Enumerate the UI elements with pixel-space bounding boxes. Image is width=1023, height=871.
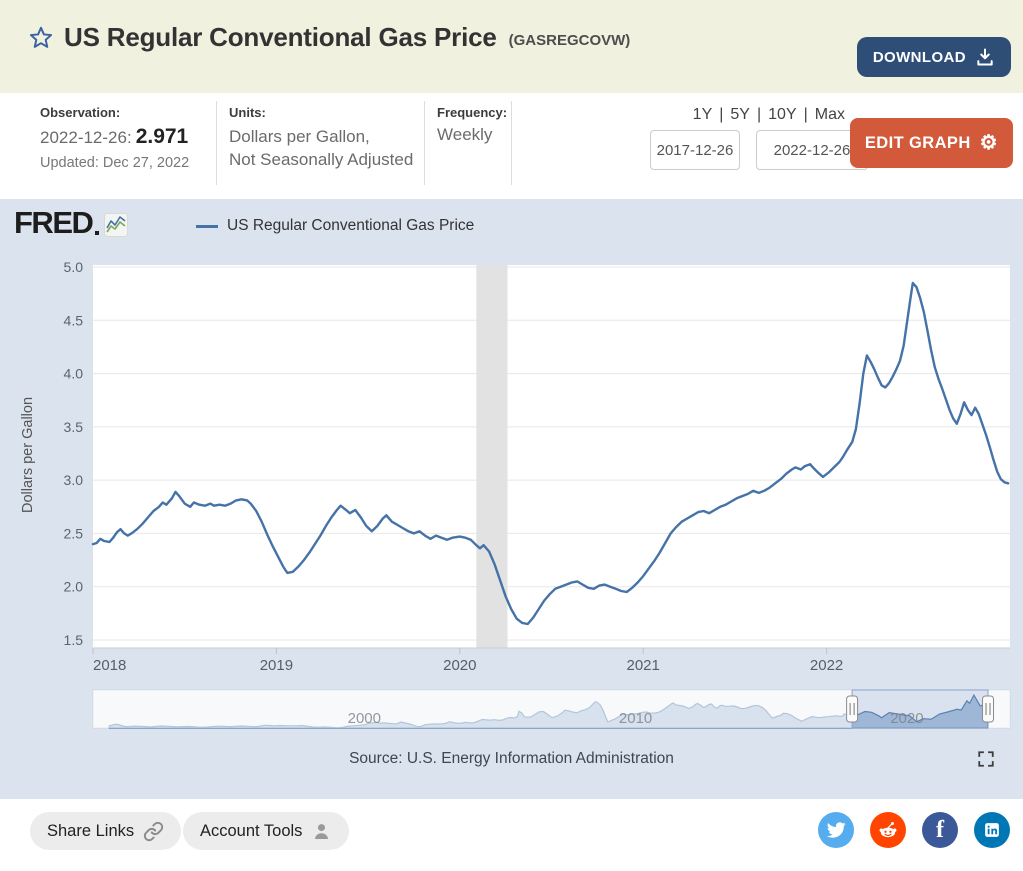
y-axis-tick-label: 3.5 (64, 419, 84, 435)
observation-date: 2022-12-26: (40, 128, 132, 147)
fred-logo-text: FRED (14, 205, 94, 240)
edit-graph-label: EDIT GRAPH (864, 133, 971, 152)
x-axis-tick-label: 2021 (627, 657, 660, 674)
divider (511, 101, 512, 185)
range-link-5y[interactable]: 5Y (730, 106, 750, 123)
y-axis-tick-label: 2.5 (64, 525, 84, 541)
linkedin-in-icon (985, 823, 999, 837)
navigator-year-label: 2020 (890, 710, 923, 727)
facebook-f-icon: f (936, 816, 944, 843)
observation-value: 2.971 (135, 125, 189, 148)
linkedin-share-icon[interactable] (974, 812, 1010, 848)
series-header: US Regular Conventional Gas Price (GASRE… (0, 0, 1023, 93)
share-links-label: Share Links (47, 821, 135, 840)
legend-label: US Regular Conventional Gas Price (227, 217, 475, 234)
units-label: Units: (229, 105, 266, 120)
page-title: US Regular Conventional Gas Price (64, 22, 497, 52)
divider (424, 101, 425, 185)
x-axis-tick-label: 2019 (260, 657, 293, 674)
observation-updated: Updated: Dec 27, 2022 (40, 155, 190, 171)
fred-logo-dot (95, 231, 100, 235)
reddit-share-icon[interactable] (870, 812, 906, 848)
twitter-share-icon[interactable] (818, 812, 854, 848)
y-axis-tick-label: 5.0 (64, 259, 84, 275)
person-icon (315, 823, 329, 839)
reddit-alien-icon (879, 822, 897, 838)
x-axis-tick-label: 2022 (810, 657, 843, 674)
range-link-1y[interactable]: 1Y (692, 106, 713, 123)
date-range-start-input[interactable] (650, 130, 740, 170)
y-axis-tick-label: 3.0 (64, 472, 84, 488)
x-axis-tick-label: 2018 (93, 657, 126, 674)
frequency-value: Weekly (437, 125, 493, 144)
link-icon (143, 821, 164, 841)
series-id: (GASREGCOVW) (508, 32, 631, 49)
chart-source: Source: U.S. Energy Information Administ… (349, 750, 674, 767)
price-chart: 5.0 4.5 4.0 3.5 3.0 2.5 2.0 1.5 2018 2019 2020 2021… (64, 259, 1011, 729)
fred-logo-chart-icon (104, 213, 129, 237)
series-meta-bar: Observation: 2022-12-26: 2.971 Updated: D… (0, 93, 1023, 199)
footer-bar: Share Links Account Tools (0, 799, 1023, 871)
range-separator: | (803, 106, 808, 123)
frequency-block: Frequency: Weekly (437, 105, 507, 145)
fred-logo: FRED (14, 205, 129, 240)
chart-panel: FRED US Regular Conventional Gas Price D… (0, 199, 1023, 799)
social-share-buttons: f (818, 812, 1010, 848)
range-link-10y[interactable]: 10Y (768, 106, 797, 123)
legend-line-swatch (196, 224, 218, 228)
fullscreen-icon[interactable] (977, 750, 995, 768)
units-line2: Not Seasonally Adjusted (229, 150, 414, 169)
range-separator: | (756, 106, 762, 123)
observation-label: Observation: (40, 105, 121, 120)
download-label: DOWNLOAD (872, 48, 966, 66)
download-button[interactable]: DOWNLOAD (856, 37, 1011, 77)
navigator-mask-left (93, 690, 853, 728)
navigator-year-label: 2010 (619, 710, 652, 727)
units-line1: Dollars per Gallon, (229, 127, 370, 146)
edit-graph-button[interactable]: EDIT GRAPH ⚙ (849, 118, 1013, 168)
y-axis-tick-label: 4.5 (64, 312, 84, 328)
units-block: Units: Dollars per Gallon, Not Seasonall… (229, 105, 413, 171)
price-line (91, 281, 1010, 626)
date-range-end-input[interactable] (756, 130, 868, 170)
download-icon (977, 48, 993, 66)
y-axis-tick-label: 4.0 (64, 366, 84, 382)
navigator-selection[interactable] (851, 689, 989, 729)
facebook-share-icon[interactable]: f (922, 812, 958, 848)
share-links-button[interactable]: Share Links (30, 812, 182, 850)
x-axis-tick-label: 2020 (443, 657, 476, 674)
navigator-year-label: 2000 (348, 710, 381, 727)
gear-icon: ⚙ (979, 132, 998, 154)
account-tools-button[interactable]: Account Tools (183, 812, 350, 850)
range-link-max[interactable]: Max (814, 106, 845, 123)
frequency-label: Frequency: (437, 105, 508, 120)
chart-legend: US Regular Conventional Gas Price (196, 217, 474, 235)
y-axis-tick-label: 1.5 (64, 632, 84, 648)
range-separator: | (719, 106, 724, 123)
navigator-handle-right[interactable] (982, 695, 995, 723)
navigator-handle-left[interactable] (846, 695, 859, 723)
divider (216, 101, 217, 185)
y-axis-tick-label: 2.0 (64, 579, 84, 595)
account-tools-label: Account Tools (200, 821, 303, 840)
observation-block: Observation: 2022-12-26: 2.971 Updated: D… (40, 105, 189, 171)
favorite-star-icon[interactable] (28, 25, 54, 51)
plot-area[interactable] (93, 265, 1010, 648)
twitter-bird-icon (826, 822, 846, 838)
zoom-range-links: 1Y | 5Y | 10Y | Max (693, 106, 845, 124)
